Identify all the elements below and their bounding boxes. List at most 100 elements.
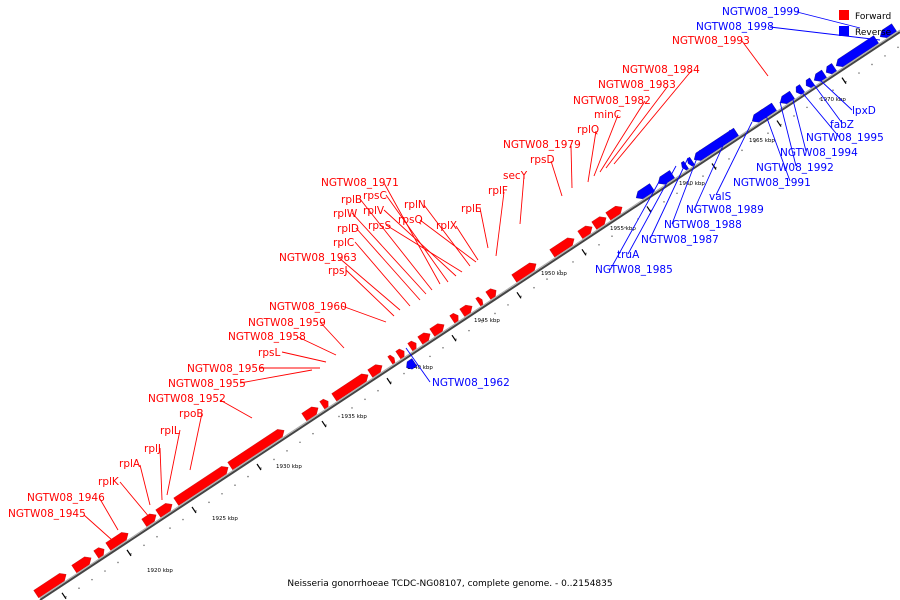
- gene-label[interactable]: rpsJ: [328, 265, 348, 277]
- forward-gene-arrow[interactable]: [407, 339, 419, 352]
- gene-shape[interactable]: [367, 362, 385, 378]
- gene-label[interactable]: valS: [709, 191, 732, 203]
- gene-label[interactable]: NGTW08_1991: [733, 177, 811, 189]
- gene-label[interactable]: rplL: [160, 425, 180, 437]
- gene-shape[interactable]: [692, 127, 739, 163]
- gene-label[interactable]: NGTW08_1992: [756, 162, 834, 174]
- forward-gene-arrow[interactable]: [141, 511, 159, 527]
- gene-label[interactable]: rplE: [461, 203, 482, 215]
- gene-label[interactable]: NGTW08_1945: [8, 508, 86, 520]
- gene-shape[interactable]: [429, 321, 447, 337]
- forward-gene-arrow[interactable]: [577, 223, 595, 239]
- gene-label[interactable]: NGTW08_1984: [622, 64, 700, 76]
- gene-label[interactable]: rplD: [337, 223, 359, 235]
- reverse-gene-arrow[interactable]: [634, 183, 655, 202]
- gene-shape[interactable]: [812, 69, 827, 84]
- gene-shape[interactable]: [511, 260, 539, 283]
- gene-label[interactable]: NGTW08_1960: [269, 301, 347, 313]
- forward-gene-arrow[interactable]: [395, 347, 407, 360]
- gene-label[interactable]: rplA: [119, 458, 141, 470]
- gene-label[interactable]: rplN: [404, 199, 426, 211]
- gene-label[interactable]: NGTW08_1995: [806, 132, 884, 144]
- reverse-gene-arrow[interactable]: [834, 35, 879, 70]
- gene-label[interactable]: rplB: [341, 194, 362, 206]
- gene-shape[interactable]: [449, 312, 461, 324]
- gene-label[interactable]: NGTW08_1989: [686, 204, 764, 216]
- gene-shape[interactable]: [33, 571, 69, 599]
- gene-label[interactable]: NGTW08_1979: [503, 139, 581, 151]
- reverse-gene-arrow[interactable]: [878, 23, 897, 41]
- forward-gene-arrow[interactable]: [417, 330, 433, 345]
- gene-label[interactable]: NGTW08_1956: [187, 363, 265, 375]
- gene-shape[interactable]: [301, 404, 321, 422]
- forward-gene-arrow[interactable]: [449, 312, 461, 324]
- gene-shape[interactable]: [141, 511, 159, 527]
- gene-shape[interactable]: [387, 354, 397, 365]
- gene-label[interactable]: rplC: [333, 237, 354, 249]
- forward-gene-arrow[interactable]: [301, 404, 321, 422]
- reverse-gene-arrow[interactable]: [404, 358, 418, 372]
- gene-label[interactable]: NGTW08_1982: [573, 95, 651, 107]
- gene-label[interactable]: NGTW08_1983: [598, 79, 676, 91]
- gene-label[interactable]: minC: [594, 109, 621, 121]
- gene-shape[interactable]: [331, 371, 371, 402]
- forward-gene-arrow[interactable]: [459, 302, 475, 317]
- gene-shape[interactable]: [173, 464, 231, 506]
- gene-label[interactable]: rplX: [436, 220, 457, 232]
- forward-gene-arrow[interactable]: [319, 398, 331, 410]
- gene-shape[interactable]: [605, 203, 625, 221]
- forward-gene-arrow[interactable]: [549, 235, 577, 258]
- gene-label[interactable]: NGTW08_1952: [148, 393, 226, 405]
- gene-label[interactable]: rpsC: [363, 190, 387, 202]
- reverse-gene-arrow[interactable]: [692, 127, 739, 163]
- gene-label[interactable]: rplV: [363, 205, 385, 217]
- gene-label[interactable]: rpsQ: [398, 214, 423, 226]
- reverse-gene-arrow[interactable]: [804, 77, 815, 89]
- gene-label[interactable]: lpxD: [852, 105, 876, 117]
- forward-gene-arrow[interactable]: [511, 260, 539, 283]
- gene-shape[interactable]: [686, 156, 695, 167]
- reverse-gene-arrow[interactable]: [686, 156, 695, 167]
- gene-label[interactable]: NGTW08_1998: [696, 21, 774, 33]
- gene-shape[interactable]: [634, 183, 655, 202]
- gene-label[interactable]: NGTW08_1955: [168, 378, 246, 390]
- gene-shape[interactable]: [404, 358, 418, 372]
- gene-label[interactable]: NGTW08_1963: [279, 252, 357, 264]
- gene-label[interactable]: NGTW08_1985: [595, 264, 673, 276]
- gene-label[interactable]: NGTW08_1971: [321, 177, 399, 189]
- gene-label[interactable]: NGTW08_1946: [27, 492, 105, 504]
- forward-gene-arrow[interactable]: [605, 203, 625, 221]
- gene-shape[interactable]: [417, 330, 433, 345]
- gene-shape[interactable]: [878, 23, 897, 41]
- gene-label[interactable]: NGTW08_1959: [248, 317, 326, 329]
- gene-label[interactable]: NGTW08_1962: [432, 377, 510, 389]
- gene-shape[interactable]: [577, 223, 595, 239]
- gene-shape[interactable]: [71, 554, 94, 574]
- reverse-gene-arrow[interactable]: [824, 63, 837, 76]
- forward-gene-arrow[interactable]: [475, 296, 485, 307]
- forward-gene-arrow[interactable]: [71, 554, 94, 574]
- forward-gene-arrow[interactable]: [105, 530, 131, 551]
- gene-label[interactable]: NGTW08_1999: [722, 6, 800, 18]
- gene-label[interactable]: NGTW08_1987: [641, 234, 719, 246]
- reverse-gene-arrow[interactable]: [778, 90, 795, 106]
- forward-gene-arrow[interactable]: [155, 501, 175, 518]
- forward-gene-arrow[interactable]: [367, 362, 385, 378]
- gene-label[interactable]: rplF: [488, 185, 508, 197]
- gene-shape[interactable]: [105, 530, 131, 551]
- forward-gene-arrow[interactable]: [227, 427, 287, 470]
- forward-gene-arrow[interactable]: [93, 545, 107, 559]
- gene-label[interactable]: rplW: [333, 208, 358, 220]
- gene-shape[interactable]: [407, 339, 419, 352]
- gene-shape[interactable]: [834, 35, 879, 70]
- gene-label[interactable]: NGTW08_1994: [780, 147, 858, 159]
- gene-shape[interactable]: [395, 347, 407, 360]
- forward-gene-arrow[interactable]: [331, 371, 371, 402]
- forward-gene-arrow[interactable]: [485, 287, 499, 300]
- gene-shape[interactable]: [459, 302, 475, 317]
- gene-label[interactable]: rpsD: [530, 154, 555, 166]
- forward-gene-arrow[interactable]: [591, 214, 609, 230]
- gene-label[interactable]: rpoB: [179, 408, 204, 420]
- gene-shape[interactable]: [93, 545, 107, 559]
- gene-label[interactable]: rplJ: [144, 443, 161, 455]
